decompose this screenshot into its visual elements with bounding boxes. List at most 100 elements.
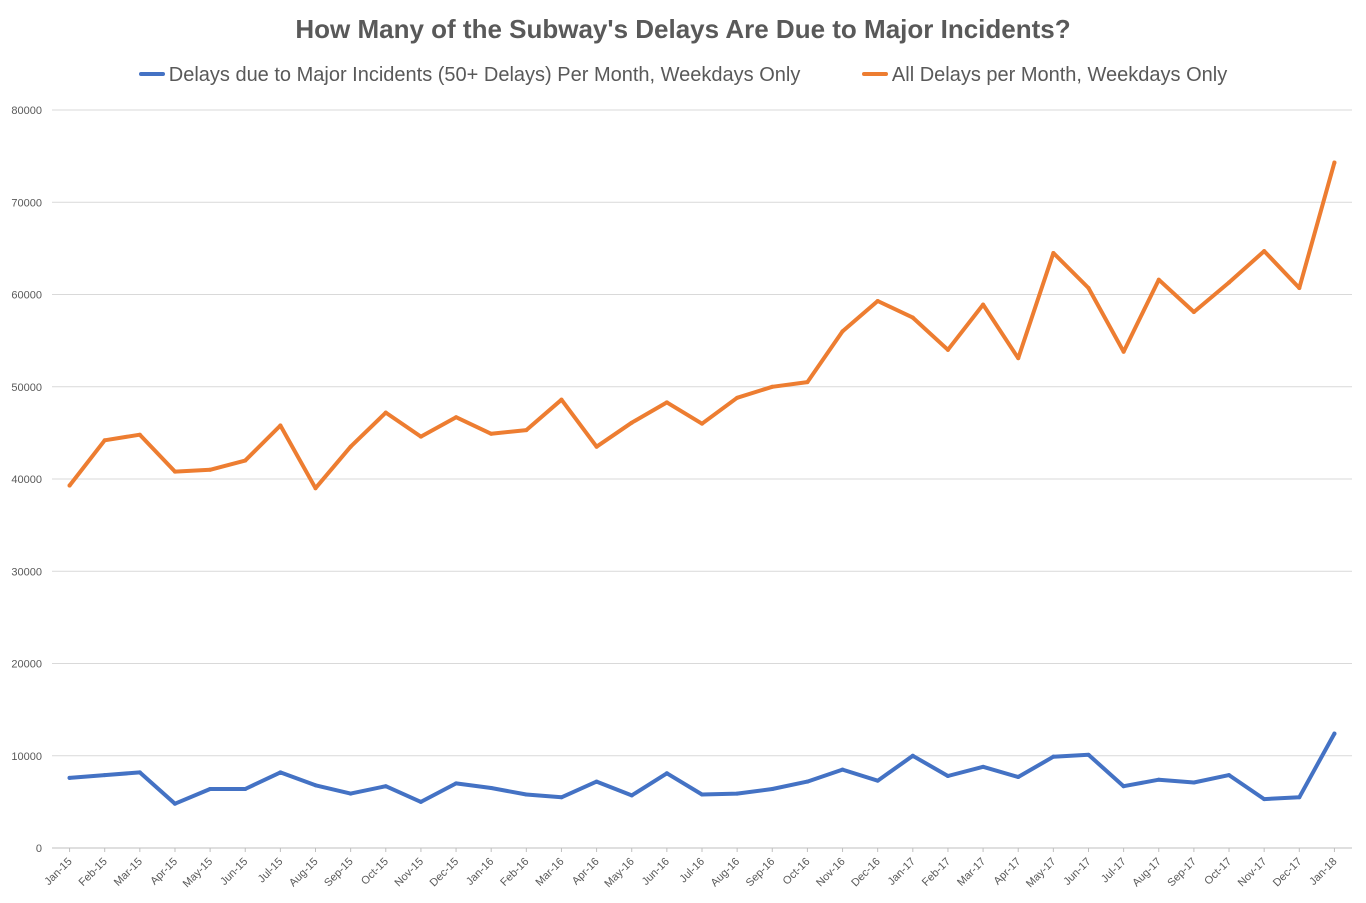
data-point-all-delays	[524, 428, 529, 433]
x-tick-label: Jan-16	[464, 856, 496, 888]
legend-swatch-major-incidents	[138, 71, 165, 76]
y-tick-label: 0	[36, 843, 42, 855]
data-point-major-incidents	[981, 764, 986, 769]
data-point-all-delays	[489, 431, 494, 436]
data-point-major-incidents	[172, 801, 177, 806]
data-point-all-delays	[840, 329, 845, 334]
data-point-all-delays	[559, 397, 564, 402]
data-point-all-delays	[454, 415, 459, 420]
data-point-major-incidents	[840, 767, 845, 772]
data-point-major-incidents	[454, 781, 459, 786]
x-tick-label: Jul-16	[677, 856, 707, 886]
x-tick-label: Oct-16	[781, 856, 813, 888]
data-point-major-incidents	[1297, 795, 1302, 800]
x-tick-label: Feb-16	[498, 856, 531, 889]
data-point-major-incidents	[805, 779, 810, 784]
y-tick-label: 10000	[11, 751, 42, 763]
x-tick-label: Feb-15	[77, 856, 110, 889]
data-point-major-incidents	[489, 786, 494, 791]
data-point-all-delays	[1297, 286, 1302, 291]
data-point-major-incidents	[1227, 773, 1232, 778]
legend-entry-all-delays: All Delays per Month, Weekdays Only	[861, 64, 1227, 87]
data-point-major-incidents	[524, 792, 529, 797]
data-point-major-incidents	[559, 795, 564, 800]
data-point-major-incidents	[910, 753, 915, 758]
data-point-all-delays	[629, 420, 634, 425]
data-point-all-delays	[383, 410, 388, 415]
data-point-major-incidents	[1332, 731, 1337, 736]
data-point-major-incidents	[278, 770, 283, 775]
data-point-major-incidents	[1156, 777, 1161, 782]
data-point-all-delays	[1086, 286, 1091, 291]
x-tick-label: Dec-15	[428, 856, 462, 890]
x-tick-label: Jun-17	[1061, 856, 1093, 888]
data-point-major-incidents	[418, 799, 423, 804]
data-point-all-delays	[664, 400, 669, 405]
legend-label-major-incidents: Delays due to Major Incidents (50+ Delay…	[168, 64, 801, 86]
data-point-all-delays	[1262, 249, 1267, 254]
data-point-all-delays	[735, 395, 740, 400]
data-point-all-delays	[805, 380, 810, 385]
data-point-major-incidents	[67, 775, 72, 780]
data-point-all-delays	[770, 384, 775, 389]
data-point-major-incidents	[313, 783, 318, 788]
data-point-all-delays	[313, 486, 318, 491]
x-tick-label: Apr-16	[570, 856, 602, 888]
x-tick-label: Nov-17	[1236, 856, 1270, 890]
data-point-major-incidents	[594, 779, 599, 784]
x-tick-label: Jul-17	[1099, 856, 1129, 886]
data-point-major-incidents	[208, 786, 213, 791]
y-tick-label: 60000	[11, 290, 42, 302]
x-tick-label: Aug-16	[709, 856, 743, 890]
data-point-all-delays	[67, 483, 72, 488]
data-point-all-delays	[1191, 310, 1196, 315]
x-tick-label: May-17	[1024, 856, 1058, 890]
x-tick-label: Feb-17	[920, 856, 953, 889]
data-point-major-incidents	[1262, 797, 1267, 802]
x-tick-label: Dec-17	[1271, 856, 1305, 890]
data-point-major-incidents	[875, 778, 880, 783]
x-tick-label: Aug-15	[287, 856, 321, 890]
data-point-major-incidents	[735, 791, 740, 796]
x-tick-label: Mar-17	[955, 856, 988, 889]
data-point-all-delays	[1156, 277, 1161, 282]
data-point-major-incidents	[1121, 784, 1126, 789]
data-point-major-incidents	[348, 791, 353, 796]
y-tick-label: 50000	[11, 382, 42, 394]
x-tick-label: Jun-15	[218, 856, 250, 888]
data-point-all-delays	[1332, 160, 1337, 165]
y-tick-label: 40000	[11, 474, 42, 486]
y-tick-label: 20000	[11, 659, 42, 671]
data-point-major-incidents	[629, 793, 634, 798]
legend-swatch-all-delays	[861, 71, 888, 76]
data-point-all-delays	[945, 347, 950, 352]
data-point-all-delays	[348, 444, 353, 449]
data-point-major-incidents	[1016, 774, 1021, 779]
x-tick-label: Nov-15	[392, 856, 426, 890]
data-point-major-incidents	[1086, 752, 1091, 757]
data-point-major-incidents	[664, 771, 669, 776]
x-tick-label: Sep-17	[1165, 856, 1199, 890]
x-tick-label: Dec-16	[849, 856, 883, 890]
data-point-all-delays	[981, 302, 986, 307]
data-point-all-delays	[243, 458, 248, 463]
chart-title: How Many of the Subway's Delays Are Due …	[295, 14, 1071, 44]
data-point-all-delays	[172, 469, 177, 474]
x-tick-label: Aug-17	[1130, 856, 1164, 890]
data-point-all-delays	[594, 444, 599, 449]
x-tick-label: Jul-15	[256, 856, 286, 886]
data-point-all-delays	[1227, 280, 1232, 285]
data-point-all-delays	[700, 421, 704, 426]
y-tick-label: 70000	[11, 197, 42, 209]
data-point-all-delays	[1016, 356, 1021, 361]
x-tick-label: Oct-17	[1202, 856, 1234, 888]
data-point-major-incidents	[1051, 754, 1056, 759]
x-tick-label: Apr-15	[148, 856, 180, 888]
y-tick-label: 30000	[11, 566, 42, 578]
data-point-major-incidents	[137, 770, 142, 775]
data-point-major-incidents	[700, 792, 704, 797]
x-tick-label: Apr-17	[991, 856, 1023, 888]
data-point-all-delays	[1051, 250, 1056, 255]
y-tick-label: 80000	[11, 105, 42, 117]
